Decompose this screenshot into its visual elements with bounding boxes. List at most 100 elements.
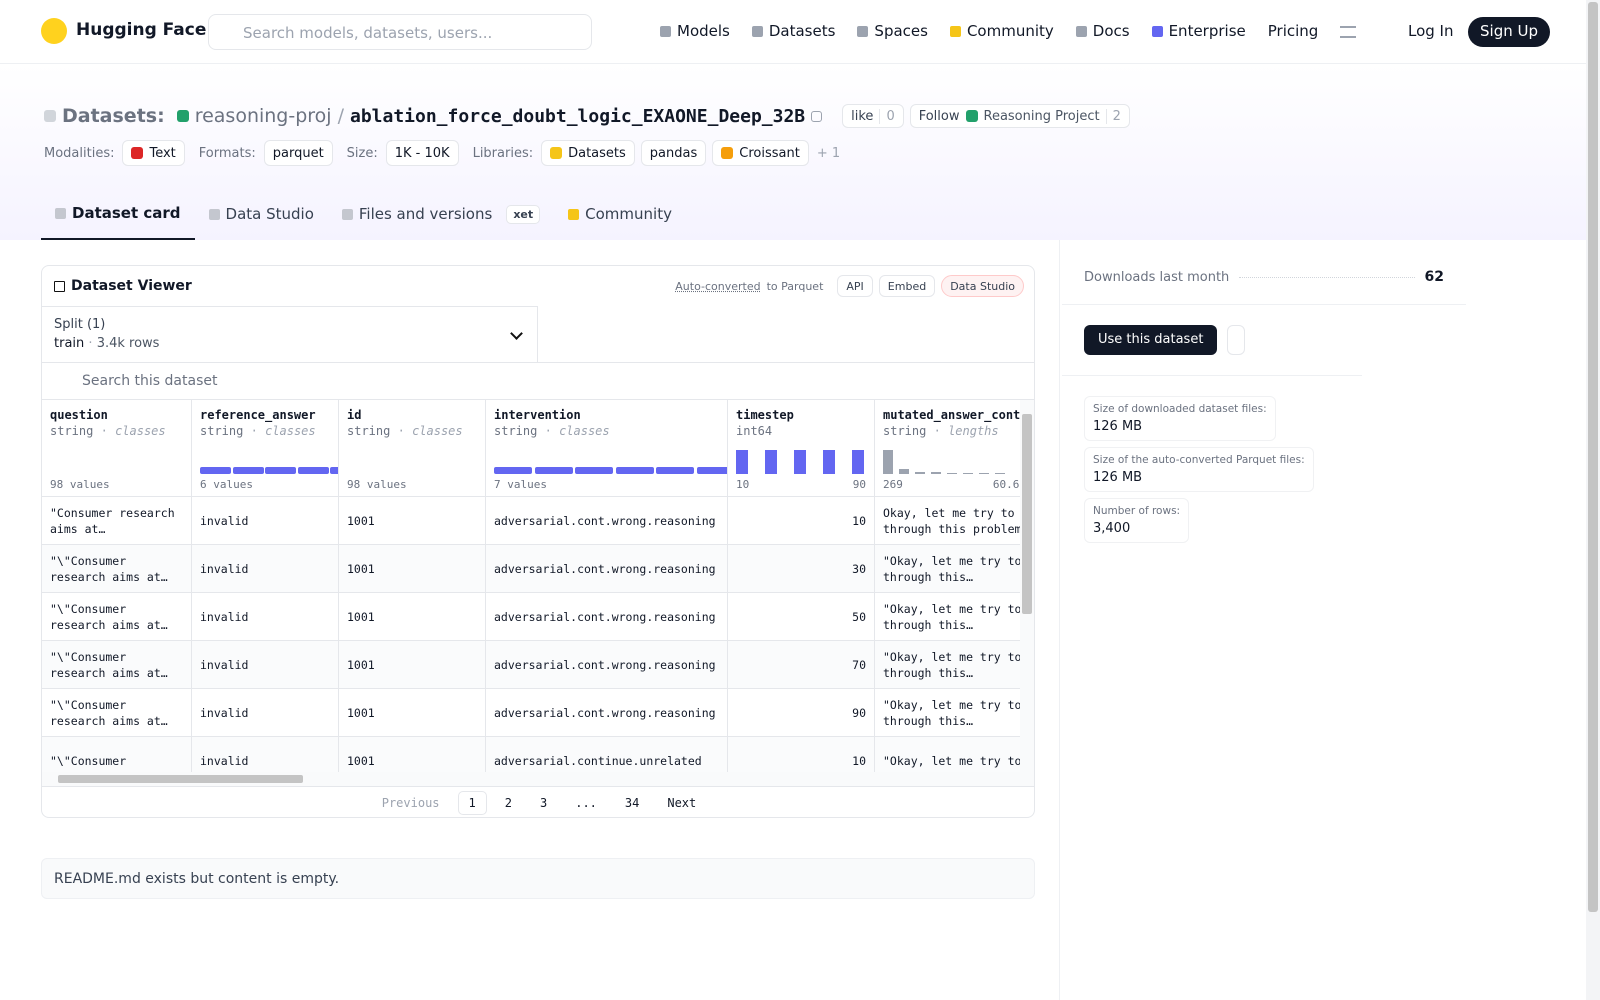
class-bar[interactable]	[656, 467, 695, 474]
cell[interactable]: invalid	[192, 592, 338, 640]
cell[interactable]: "Consumer research aims at…	[42, 496, 191, 544]
class-bar[interactable]	[200, 467, 232, 474]
column-header[interactable]: id string · classes 98 values	[339, 400, 485, 496]
tab[interactable]: Community	[554, 188, 686, 240]
hist-bar[interactable]	[852, 450, 864, 474]
class-bar[interactable]	[575, 467, 614, 474]
page[interactable]: 3	[539, 796, 548, 810]
class-bar[interactable]	[696, 467, 727, 474]
cell[interactable]: "Okay, let me try to work through this…	[875, 688, 1022, 736]
cell[interactable]: adversarial.cont.wrong.reasoning	[486, 688, 727, 736]
split-selector[interactable]: Split (1) train · 3.4k rows	[42, 306, 538, 362]
cell[interactable]: 70	[728, 640, 874, 688]
tag[interactable]: Croissant	[712, 140, 809, 166]
tab[interactable]: Files and versions xet	[328, 188, 554, 240]
cell[interactable]: invalid	[192, 688, 338, 736]
brand[interactable]: Hugging Face	[76, 20, 207, 40]
signup[interactable]: Sign Up	[1468, 17, 1550, 47]
copy-icon[interactable]	[811, 110, 823, 122]
tag[interactable]: parquet	[263, 140, 333, 166]
cell[interactable]: invalid	[192, 496, 338, 544]
class-bar[interactable]	[494, 467, 533, 474]
hist-bar[interactable]	[947, 473, 957, 474]
next[interactable]: Next	[667, 796, 697, 810]
column-header[interactable]: question string · classes 98 values	[42, 400, 191, 496]
column-header[interactable]: intervention string · classes 7 values	[486, 400, 727, 496]
cell[interactable]: adversarial.continue.unrelated	[486, 736, 727, 772]
cell[interactable]: 1001	[339, 640, 485, 688]
nav-link[interactable]: Models	[660, 22, 730, 40]
hist-bar[interactable]	[995, 473, 1005, 474]
more-tags[interactable]: + 1	[816, 145, 841, 161]
column-header[interactable]: mutated_answer_conte string · lengths 269 6…	[875, 400, 1022, 496]
h-scrollbar[interactable]	[42, 772, 1034, 786]
studio-button[interactable]: Data Studio	[941, 275, 1024, 297]
logo[interactable]	[41, 18, 67, 44]
cell[interactable]: adversarial.cont.wrong.reasoning	[486, 544, 727, 592]
owner[interactable]: reasoning-proj	[194, 105, 332, 127]
search-box[interactable]: Search models, datasets, users...	[208, 14, 592, 50]
page[interactable]: ...	[575, 796, 597, 810]
like-button[interactable]: like 0	[842, 104, 904, 128]
page[interactable]: 1	[457, 791, 487, 815]
cell[interactable]: 1001	[339, 544, 485, 592]
cell[interactable]: 10	[728, 736, 874, 772]
page[interactable]: 34	[624, 796, 640, 810]
hist-bar[interactable]	[794, 450, 806, 474]
nav-link[interactable]: Pricing	[1268, 22, 1319, 40]
embed-button[interactable]: Embed	[878, 275, 936, 297]
tag[interactable]: Datasets	[541, 140, 635, 166]
class-bar[interactable]	[297, 467, 329, 474]
cell[interactable]: 1001	[339, 592, 485, 640]
login[interactable]: Log In	[1408, 22, 1454, 40]
hist-bar[interactable]	[899, 469, 909, 474]
cell[interactable]: invalid	[192, 544, 338, 592]
cell[interactable]: "\"Consumer	[42, 736, 191, 772]
column-header[interactable]: reference_answer string · classes 6 values	[192, 400, 338, 496]
cell[interactable]: "\"Consumer research aims at…	[42, 592, 191, 640]
cell[interactable]: 10	[728, 496, 874, 544]
class-bar[interactable]	[232, 467, 264, 474]
nav-link[interactable]: Enterprise	[1151, 22, 1246, 40]
cell[interactable]: "Okay, let me try to	[875, 736, 1022, 772]
tag[interactable]: pandas	[640, 140, 707, 166]
menu-icon[interactable]	[1340, 26, 1357, 38]
v-thumb[interactable]	[1022, 414, 1032, 614]
cell[interactable]: 1001	[339, 688, 485, 736]
nav-link[interactable]: Spaces	[857, 22, 928, 40]
hist-bar[interactable]	[823, 450, 835, 474]
menu-button[interactable]	[1227, 325, 1246, 355]
tab[interactable]: Dataset card	[41, 188, 195, 240]
nav-link[interactable]: Community	[949, 22, 1054, 40]
cell[interactable]: "Okay, let me try to work through this…	[875, 544, 1022, 592]
cell[interactable]: adversarial.cont.wrong.reasoning	[486, 592, 727, 640]
cell[interactable]: Okay, let me try to work through this pr…	[875, 496, 1022, 544]
cell[interactable]: "\"Consumer research aims at…	[42, 688, 191, 736]
cell[interactable]: 50	[728, 592, 874, 640]
column-header[interactable]: timestep int64 10 90	[728, 400, 874, 496]
page-thumb[interactable]	[1588, 2, 1598, 912]
page[interactable]: 2	[504, 796, 512, 810]
v-scrollbar[interactable]	[1020, 400, 1034, 772]
class-bar[interactable]	[534, 467, 573, 474]
cell[interactable]: invalid	[192, 640, 338, 688]
class-bar[interactable]	[615, 467, 654, 474]
class-bar[interactable]	[265, 467, 297, 474]
page-scrollbar[interactable]	[1586, 0, 1600, 1000]
tab[interactable]: Data Studio	[195, 188, 328, 240]
cell[interactable]: adversarial.cont.wrong.reasoning	[486, 496, 727, 544]
hist-bar[interactable]	[915, 472, 925, 474]
nav-link[interactable]: Datasets	[751, 22, 835, 40]
cell[interactable]: "Okay, let me try to work through this…	[875, 640, 1022, 688]
dataset-name[interactable]: ablation_force_doubt_logic_EXAONE_Deep_3…	[349, 105, 806, 127]
cell[interactable]: adversarial.cont.wrong.reasoning	[486, 640, 727, 688]
tag[interactable]: Text	[122, 140, 185, 166]
tag[interactable]: 1K - 10K	[385, 140, 459, 166]
cell[interactable]: 90	[728, 688, 874, 736]
cell[interactable]: "Okay, let me try to work through this…	[875, 592, 1022, 640]
hist-bar[interactable]	[736, 450, 748, 474]
cell[interactable]: invalid	[192, 736, 338, 772]
cell[interactable]: 1001	[339, 736, 485, 772]
h-thumb[interactable]	[58, 775, 303, 783]
use-button[interactable]: Use this dataset	[1084, 325, 1218, 355]
